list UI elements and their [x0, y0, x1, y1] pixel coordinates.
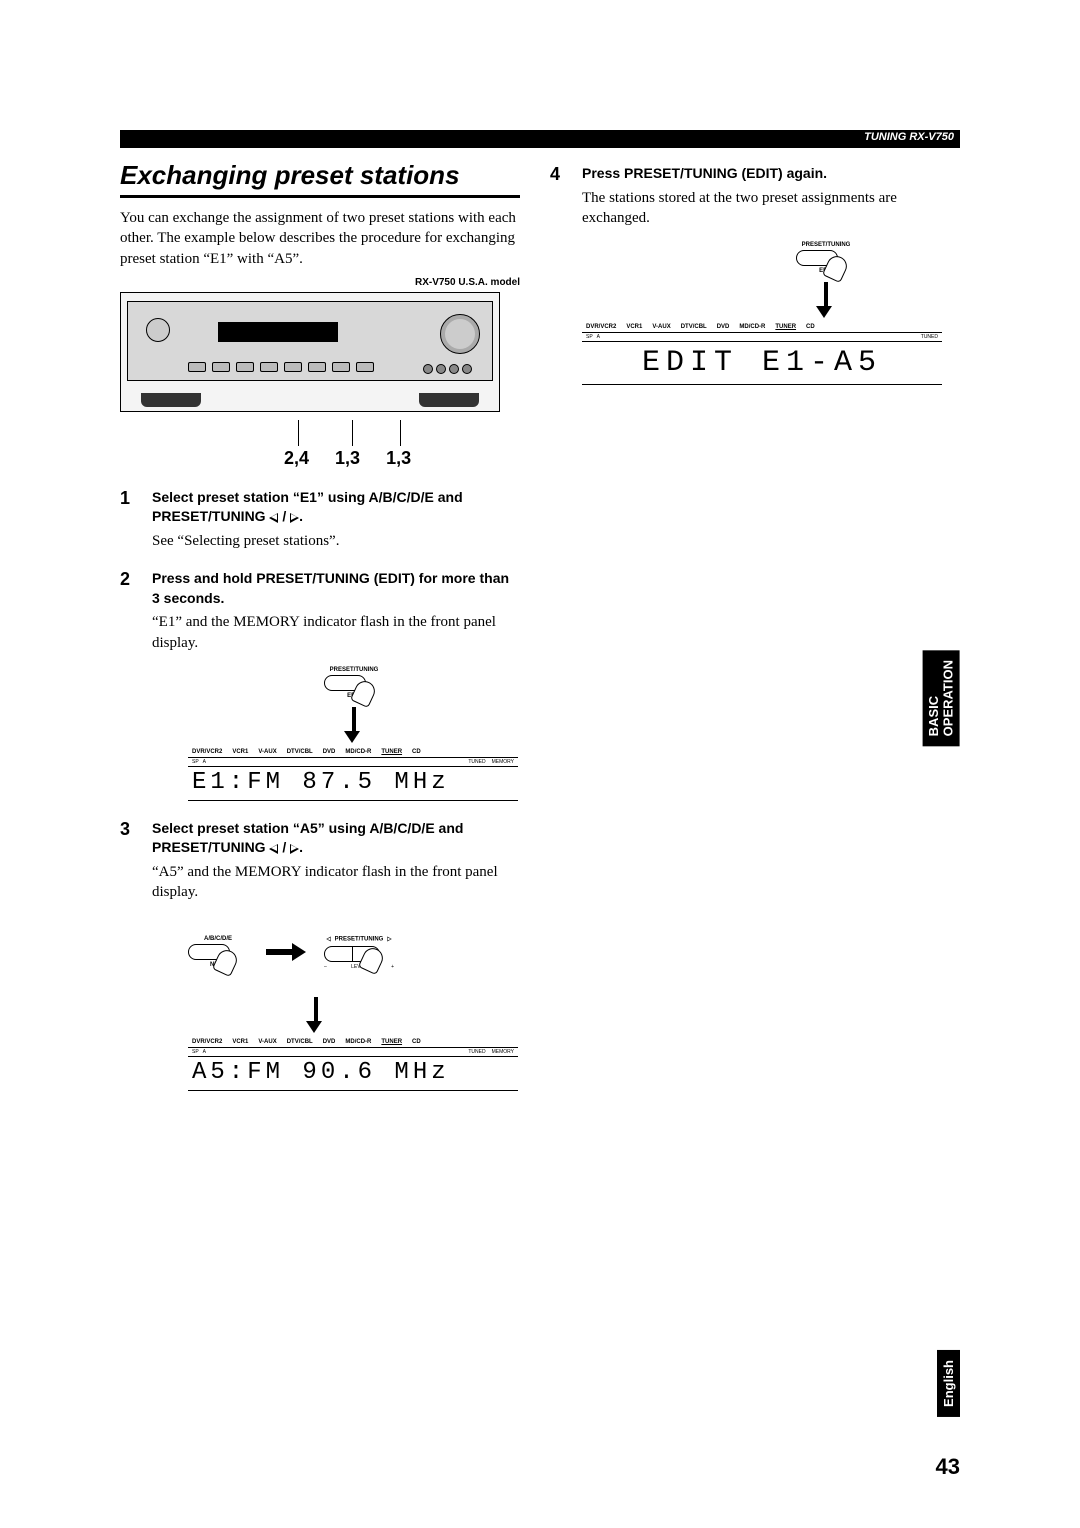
- display-panel-step3: DVR/VCR2 VCR1 V-AUX DTV/CBL DVD MD/CD-R …: [188, 1037, 518, 1091]
- right-column: 4 Press PRESET/TUNING (EDIT) again. The …: [550, 160, 950, 1091]
- step-1-head: Select preset station “E1” using A/B/C/D…: [152, 488, 520, 527]
- step-number: 2: [120, 569, 138, 801]
- input-label: DVR/VCR2: [192, 749, 222, 755]
- input-label: MD/CD-R: [345, 749, 371, 755]
- lcd-display: A5:FM 90.6 MHz: [188, 1057, 518, 1091]
- down-arrow-icon: [312, 997, 320, 1033]
- triangle-right-icon: [290, 513, 299, 523]
- running-head: TUNING RX-V750: [864, 131, 954, 143]
- intro-text: You can exchange the assignment of two p…: [120, 208, 520, 269]
- sub-labels: SP A TUNED MEMORY: [188, 1048, 518, 1057]
- callout-lines: 2,4 1,3 1,3: [120, 420, 500, 470]
- receiver-diagram: [120, 292, 500, 412]
- sp-label: SP: [192, 1049, 199, 1055]
- left-column: Exchanging preset stations You can excha…: [120, 160, 520, 1091]
- down-arrow-icon: [350, 707, 358, 743]
- input-label: DVD: [323, 749, 336, 755]
- side-tab-operation: BASIC OPERATION: [923, 650, 960, 746]
- edit-button-diagram-2: PRESET/TUNING EDIT: [702, 242, 950, 312]
- edit-button-diagram: PRESET/TUNING EDIT: [188, 667, 520, 737]
- step-4-head: Press PRESET/TUNING (EDIT) again.: [582, 164, 950, 184]
- input-label-active: TUNER: [381, 749, 402, 755]
- memory-label: MEMORY: [492, 1049, 514, 1055]
- header-bar: TUNING RX-V750: [120, 130, 960, 148]
- btn-top-label: PRESET/TUNING: [324, 934, 394, 944]
- page-number: 43: [936, 1454, 960, 1480]
- sp-label: SP: [192, 759, 199, 765]
- step-number: 3: [120, 819, 138, 1091]
- input-label: DVR/VCR2: [192, 1039, 222, 1045]
- input-label: CD: [412, 1039, 421, 1045]
- display-panel-step2: DVR/VCR2 VCR1 V-AUX DTV/CBL DVD MD/CD-R …: [188, 747, 518, 801]
- input-label: DTV/CBL: [287, 749, 313, 755]
- input-label: DTV/CBL: [681, 324, 707, 330]
- input-strip: DVR/VCR2 VCR1 V-AUX DTV/CBL DVD MD/CD-R …: [188, 747, 518, 758]
- triangle-right-icon: [290, 844, 299, 854]
- step-3-head: Select preset station “A5” using A/B/C/D…: [152, 819, 520, 858]
- callout-1: 2,4: [284, 448, 309, 469]
- a-label: A: [203, 759, 206, 765]
- input-label: V-AUX: [258, 1039, 276, 1045]
- tuned-label: TUNED: [921, 334, 938, 340]
- step-number: 1: [120, 488, 138, 551]
- btn-top-label: PRESET/TUNING: [324, 667, 384, 673]
- input-label: CD: [806, 324, 815, 330]
- input-label: MD/CD-R: [345, 1039, 371, 1045]
- input-strip: DVR/VCR2 VCR1 V-AUX DTV/CBL DVD MD/CD-R …: [582, 322, 942, 333]
- input-label: DVR/VCR2: [586, 324, 616, 330]
- display-panel-step4: DVR/VCR2 VCR1 V-AUX DTV/CBL DVD MD/CD-R …: [582, 322, 942, 385]
- section-title: Exchanging preset stations: [120, 160, 520, 198]
- sp-label: SP: [586, 334, 593, 340]
- callout-3: 1,3: [386, 448, 411, 469]
- lcd-display: E1:FM 87.5 MHz: [188, 767, 518, 801]
- lcd-display: EDIT E1-A5: [582, 342, 942, 385]
- input-label: CD: [412, 749, 421, 755]
- triangle-left-icon: [269, 513, 278, 523]
- a-label: A: [597, 334, 600, 340]
- tuned-label: TUNED: [468, 759, 485, 765]
- step-1-text: See “Selecting preset stations”.: [152, 531, 520, 551]
- input-label: DTV/CBL: [287, 1039, 313, 1045]
- input-label: V-AUX: [652, 324, 670, 330]
- triangle-left-icon: [269, 844, 278, 854]
- sub-labels: SP A TUNED MEMORY: [188, 758, 518, 767]
- step-2-head: Press and hold PRESET/TUNING (EDIT) for …: [152, 569, 520, 608]
- right-arrow-icon: [266, 942, 306, 960]
- btn-top-label: A/B/C/D/E: [188, 936, 248, 942]
- step-3-text: “A5” and the MEMORY indicator flash in t…: [152, 862, 520, 903]
- model-label: RX-V750 U.S.A. model: [120, 277, 520, 288]
- two-buttons-diagram: A/B/C/D/E NEXT PRESET/TUNING –LEVEL+: [188, 917, 520, 987]
- input-label-active: TUNER: [775, 324, 796, 330]
- input-label: DVD: [717, 324, 730, 330]
- step-2: 2 Press and hold PRESET/TUNING (EDIT) fo…: [120, 569, 520, 801]
- input-label: V-AUX: [258, 749, 276, 755]
- input-label: VCR1: [232, 1039, 248, 1045]
- step-number: 4: [550, 164, 568, 385]
- memory-label: MEMORY: [492, 759, 514, 765]
- input-label: MD/CD-R: [739, 324, 765, 330]
- page: TUNING RX-V750 Exchanging preset station…: [120, 130, 960, 1480]
- input-label: VCR1: [626, 324, 642, 330]
- step-2-text: “E1” and the MEMORY indicator flash in t…: [152, 612, 520, 653]
- a-label: A: [203, 1049, 206, 1055]
- input-label: DVD: [323, 1039, 336, 1045]
- step-3-head-a: Select preset station “A5” using A/B/C/D…: [152, 820, 463, 856]
- step-3-head-b: .: [299, 839, 303, 855]
- btn-top-label: PRESET/TUNING: [796, 242, 856, 248]
- step-1-head-a: Select preset station “E1” using A/B/C/D…: [152, 489, 463, 525]
- step-1: 1 Select preset station “E1” using A/B/C…: [120, 488, 520, 551]
- step-1-head-b: .: [299, 508, 303, 524]
- input-label: VCR1: [232, 749, 248, 755]
- callout-2: 1,3: [335, 448, 360, 469]
- down-arrow-icon: [822, 282, 830, 318]
- step-4-text: The stations stored at the two preset as…: [582, 188, 950, 229]
- side-tab-english: English: [937, 1350, 960, 1417]
- step-3: 3 Select preset station “A5” using A/B/C…: [120, 819, 520, 1091]
- content-columns: Exchanging preset stations You can excha…: [120, 160, 960, 1091]
- input-strip: DVR/VCR2 VCR1 V-AUX DTV/CBL DVD MD/CD-R …: [188, 1037, 518, 1048]
- sub-labels: SP A TUNED: [582, 333, 942, 342]
- input-label-active: TUNER: [381, 1039, 402, 1045]
- tuned-label: TUNED: [468, 1049, 485, 1055]
- step-4: 4 Press PRESET/TUNING (EDIT) again. The …: [550, 164, 950, 385]
